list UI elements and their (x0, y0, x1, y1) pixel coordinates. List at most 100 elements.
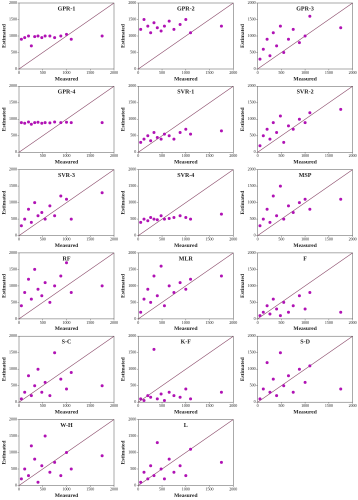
point (159, 392, 163, 396)
point (33, 267, 37, 271)
point (100, 454, 104, 458)
x-tick-label: 500 (40, 403, 46, 408)
x-tick-label: 0 (18, 403, 20, 408)
point (172, 394, 176, 398)
one-to-one-line (138, 86, 234, 153)
y-tick-label: 1500 (9, 350, 17, 355)
y-tick-label: 2000 (128, 167, 136, 172)
y-axis-label: Estimated (240, 274, 246, 298)
x-tick-label: 1000 (301, 70, 309, 75)
point (261, 47, 265, 51)
x-tick-label: 1500 (86, 237, 94, 242)
point (162, 24, 166, 28)
y-tick-label: 2000 (248, 167, 256, 172)
x-tick-label: 1000 (301, 153, 309, 158)
panel-title: GPR-4 (58, 90, 76, 96)
point (278, 314, 282, 318)
y-axis-label: Estimated (121, 107, 127, 131)
point (219, 212, 223, 216)
x-axis-label: Measured (174, 160, 197, 166)
point (308, 111, 312, 115)
point (59, 474, 63, 478)
point (142, 137, 146, 141)
point (308, 364, 312, 368)
y-tick-label: 0 (134, 233, 136, 238)
x-tick-label: 500 (278, 403, 284, 408)
point (297, 367, 301, 371)
x-tick-label: 2000 (110, 486, 118, 491)
point (286, 310, 290, 314)
point (291, 27, 295, 31)
x-tick-label: 2000 (349, 403, 357, 408)
point (40, 390, 44, 394)
point (33, 457, 37, 461)
point (152, 21, 156, 25)
y-tick-label: 0 (134, 66, 136, 71)
y-tick-label: 1500 (248, 266, 256, 271)
x-tick-label: 2000 (349, 237, 357, 242)
point (339, 310, 343, 314)
point (149, 139, 153, 143)
point (59, 121, 63, 125)
point (69, 121, 73, 125)
point (219, 24, 223, 28)
point (162, 399, 166, 403)
x-tick-label: 1500 (206, 403, 214, 408)
point (152, 131, 156, 134)
point (149, 395, 153, 399)
x-axis-label: Measured (293, 160, 316, 166)
y-tick-label: 2000 (9, 333, 17, 338)
x-tick-label: 2000 (110, 320, 118, 325)
panel-title: SVR-2 (297, 90, 314, 96)
x-tick-label: 1000 (63, 237, 71, 242)
point (184, 387, 188, 391)
x-axis-label: Measured (55, 160, 78, 166)
x-tick-label: 1000 (182, 320, 190, 325)
point (27, 34, 30, 38)
y-tick-label: 1500 (248, 183, 256, 188)
point (36, 214, 40, 218)
x-axis-label: Measured (293, 409, 316, 415)
point (139, 220, 143, 224)
y-axis-label: Estimated (1, 441, 7, 465)
point (142, 399, 146, 403)
point (29, 122, 33, 126)
panel-title: SVR-3 (58, 173, 75, 179)
y-tick-label: 1000 (9, 366, 17, 371)
point (286, 124, 290, 128)
x-tick-label: 0 (18, 237, 20, 242)
point (53, 351, 57, 355)
point (59, 194, 63, 198)
point (100, 34, 104, 38)
point (100, 191, 104, 195)
point (36, 480, 40, 484)
point (167, 390, 171, 394)
y-tick-label: 1500 (248, 350, 256, 355)
point (19, 397, 23, 401)
y-tick-label: 2000 (9, 0, 17, 5)
y-tick-label: 1500 (128, 16, 136, 21)
y-tick-label: 500 (11, 466, 17, 471)
x-tick-label: 1000 (182, 153, 190, 158)
x-tick-label: 1000 (301, 237, 309, 242)
point (152, 474, 156, 478)
point (142, 297, 146, 301)
point (65, 120, 68, 124)
point (155, 294, 159, 298)
x-tick-label: 500 (278, 320, 284, 325)
y-tick-label: 0 (15, 149, 17, 154)
point (275, 394, 279, 398)
point (308, 291, 312, 294)
point (27, 374, 30, 378)
point (43, 121, 47, 125)
point (65, 197, 68, 201)
y-tick-label: 1500 (9, 183, 17, 188)
y-tick-label: 1000 (248, 200, 256, 205)
point (265, 361, 269, 365)
y-tick-label: 0 (134, 482, 136, 487)
point (282, 140, 286, 144)
point (65, 387, 68, 391)
y-tick-label: 1000 (248, 283, 256, 288)
point (152, 217, 156, 221)
point (265, 37, 269, 41)
